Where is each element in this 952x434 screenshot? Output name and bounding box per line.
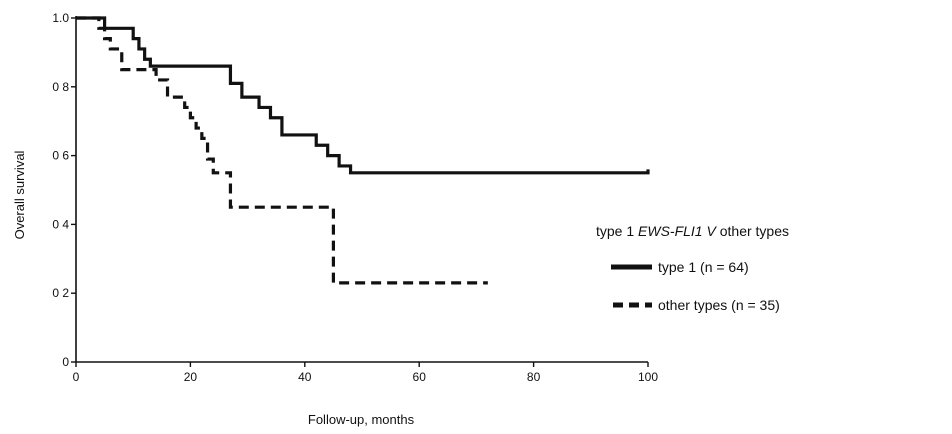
y-tick-label: 0 2: [52, 286, 69, 300]
x-tick-label: 20: [184, 370, 198, 384]
legend-title-part: type 1: [596, 223, 638, 239]
legend-label-other: other types (n = 35): [658, 297, 780, 313]
x-tick-label: 80: [527, 370, 541, 384]
x-axis-title: Follow-up, months: [308, 412, 415, 427]
x-tick-label: 0: [73, 370, 80, 384]
y-axis-title: Overall survival: [12, 150, 27, 239]
series-line-type1: [76, 16, 650, 175]
x-tick-label: 40: [298, 370, 312, 384]
legend-title-part: other types: [716, 223, 789, 239]
y-tick-label: 0: [62, 355, 69, 369]
series-layer: [76, 16, 650, 285]
x-tick-label: 60: [413, 370, 427, 384]
y-tick-label: 0 8: [52, 80, 69, 94]
series-line-other-types: [76, 16, 488, 285]
x-tick-label: 100: [638, 370, 658, 384]
y-tick-label: 1.0: [52, 11, 69, 25]
legend-title-part: V: [703, 223, 718, 239]
legend-title: type 1 EWS-FLI1 V other types: [596, 223, 789, 239]
legend-title-part: EWS-FLI1: [638, 223, 703, 239]
legend-label-type1: type 1 (n = 64): [658, 259, 749, 275]
axes: 0 20 40 60 80 100 0 0 2 0 4 0 6 0 8 1.0: [52, 11, 658, 384]
y-tick-label: 0 4: [52, 217, 69, 231]
legend: type 1 EWS-FLI1 V other types type 1 (n …: [596, 223, 789, 313]
y-tick-label: 0 6: [52, 149, 69, 163]
